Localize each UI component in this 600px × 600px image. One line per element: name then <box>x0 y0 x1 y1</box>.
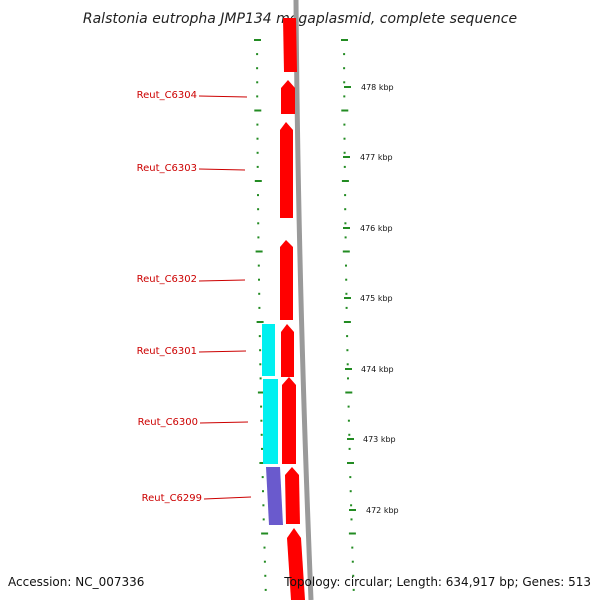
sequence-backbone <box>293 0 314 600</box>
map-title: Ralstonia eutropha JMP134 megaplasmid, c… <box>83 11 517 27</box>
gene-label-reut-c6303[interactable]: Reut_C6303 <box>137 163 246 174</box>
gene-label-reut-c6300[interactable]: Reut_C6300 <box>138 417 249 428</box>
gene-arrow-reut-c6299 <box>285 467 300 524</box>
gene-arrow-reut-c6302 <box>280 240 293 320</box>
outer-tick-ring <box>341 39 356 591</box>
gene-label-reut-c6301[interactable]: Reut_C6301 <box>137 346 247 357</box>
gene-label-reut-c6304[interactable]: Reut_C6304 <box>137 90 248 101</box>
scale-tick-473kbp: 473 kbp <box>347 435 396 444</box>
scale-tick-label: 475 kbp <box>360 294 393 303</box>
scale-tick-label: 478 kbp <box>361 83 394 92</box>
gene-label-leader <box>198 168 246 171</box>
gene-label-leader <box>198 95 248 98</box>
gene-label-leader <box>198 279 246 282</box>
scale-tick-474kbp: 474 kbp <box>345 365 394 374</box>
gene-label-text[interactable]: Reut_C6302 <box>137 274 197 285</box>
gene-label-text[interactable]: Reut_C6304 <box>137 90 197 101</box>
scale-tick-label: 472 kbp <box>366 506 399 515</box>
gene-block-purple <box>266 467 283 525</box>
gene-block-cyan-upper <box>262 324 275 376</box>
accession-text: Accession: NC_007336 <box>8 575 144 589</box>
scale-tick-478kbp: 478 kbp <box>344 83 394 92</box>
gene-arrow-upstream <box>283 18 297 72</box>
scale-labels: 478 kbp 477 kbp 476 kbp 475 kbp 474 kbp … <box>343 83 399 515</box>
inner-tick-ring <box>254 39 269 591</box>
scale-tick-476kbp: 476 kbp <box>343 224 393 233</box>
gene-label-text[interactable]: Reut_C6301 <box>137 346 197 357</box>
scale-tick-label: 474 kbp <box>361 365 394 374</box>
scale-tick-label: 477 kbp <box>360 153 393 162</box>
gene-label-text[interactable]: Reut_C6300 <box>138 417 198 428</box>
gene-label-text[interactable]: Reut_C6303 <box>137 163 197 174</box>
scale-tick-475kbp: 475 kbp <box>344 294 393 303</box>
gene-label-leader <box>199 421 249 424</box>
scale-tick-label: 473 kbp <box>363 435 396 444</box>
gene-label-reut-c6299[interactable]: Reut_C6299 <box>142 493 252 504</box>
gene-arrow-reut-c6300 <box>282 377 296 464</box>
gene-arrow-reut-c6303 <box>280 122 293 218</box>
scale-tick-477kbp: 477 kbp <box>343 153 393 162</box>
scale-tick-472kbp: 472 kbp <box>349 506 399 515</box>
gene-arrow-downstream <box>287 528 305 600</box>
scale-tick-label: 476 kbp <box>360 224 393 233</box>
genome-summary-text: Topology: circular; Length: 634,917 bp; … <box>283 575 591 589</box>
gene-label-text[interactable]: Reut_C6299 <box>142 493 202 504</box>
gene-label-leader <box>203 496 252 500</box>
reverse-strand-genes <box>262 324 283 525</box>
gene-arrow-reut-c6304 <box>281 80 295 114</box>
gene-label-reut-c6302[interactable]: Reut_C6302 <box>137 274 246 285</box>
gene-arrow-reut-c6301 <box>281 324 294 377</box>
forward-strand-genes <box>280 18 305 600</box>
gene-labels: Reut_C6304 Reut_C6303 Reut_C6302 Reut_C6… <box>137 90 252 504</box>
gene-label-leader <box>198 350 247 353</box>
gene-block-cyan-lower <box>263 379 278 464</box>
